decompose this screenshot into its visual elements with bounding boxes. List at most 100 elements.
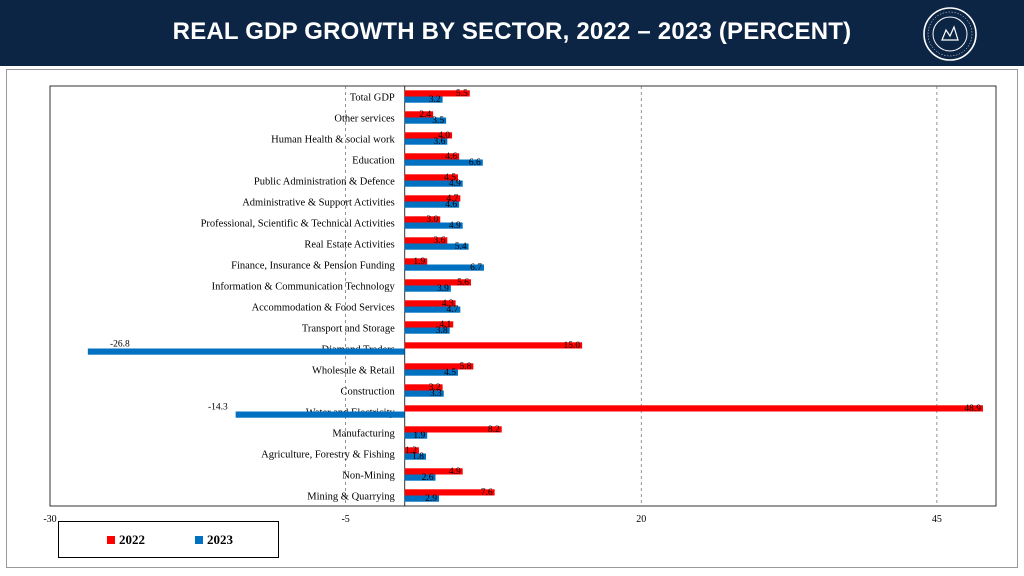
category-label: Agriculture, Forestry & Fishing <box>261 450 395 461</box>
data-label-2022: 3.6 <box>433 236 445 246</box>
bar-2023 <box>404 138 448 145</box>
bar-2022 <box>404 321 454 328</box>
legend-item-2023: 2023 <box>195 532 233 548</box>
data-label-2022: 8.2 <box>488 425 500 435</box>
plot-area <box>49 85 997 507</box>
data-label-2023: 3.3 <box>430 389 442 399</box>
category-label: Wholesale & Retail <box>312 366 395 377</box>
slide-title: REAL GDP GROWTH BY SECTOR, 2022 – 2023 (… <box>172 18 852 45</box>
x-tick-label: -30 <box>43 514 56 525</box>
category-label: Human Health & social work <box>271 135 395 146</box>
data-label-2022: 4.9 <box>449 467 461 477</box>
chart-frame <box>6 69 1018 568</box>
category-label: Construction <box>341 387 396 398</box>
data-label-2023: 4.9 <box>449 221 461 231</box>
data-label-2022: 2.4 <box>419 110 431 120</box>
data-label-2022: 4.6 <box>445 152 457 162</box>
data-label-2022: 15.0 <box>564 341 581 351</box>
category-label: Total GDP <box>350 93 395 104</box>
data-label-2023: 1.8 <box>412 452 424 462</box>
slide-header: REAL GDP GROWTH BY SECTOR, 2022 – 2023 (… <box>0 0 1024 66</box>
legend-label-2022: 2022 <box>119 532 145 547</box>
bar-2022 <box>404 132 453 139</box>
category-label: Public Administration & Defence <box>254 177 395 188</box>
bar-2022 <box>404 426 502 433</box>
bar-2023 <box>404 285 451 292</box>
bar-2023 <box>404 495 440 502</box>
data-label-2023: 6.6 <box>469 158 481 168</box>
bar-2022 <box>404 237 448 244</box>
data-label-2022: 7.6 <box>481 488 493 498</box>
category-label: Manufacturing <box>332 429 395 440</box>
data-label-2022: 4.0 <box>438 131 450 141</box>
bank-of-botswana-logo <box>923 7 977 61</box>
bar-2022 <box>404 447 419 454</box>
bar-2023 <box>404 201 460 208</box>
data-label-2022: 5.6 <box>457 278 469 288</box>
data-label-2023: 3.5 <box>432 116 444 126</box>
category-label: Information & Communication Technology <box>212 282 396 293</box>
bar-2022 <box>404 342 583 349</box>
data-label-2023: 2.9 <box>425 494 437 504</box>
bar-2022 <box>404 489 495 496</box>
bar-2023 <box>404 159 483 166</box>
data-label-2023: 5.4 <box>455 242 467 252</box>
bar-2022 <box>404 279 471 286</box>
data-label-2022: 1.9 <box>413 257 425 267</box>
bar-2023 <box>404 243 469 250</box>
data-label-2023: 3.2 <box>429 95 441 105</box>
data-label-2022: 1.2 <box>405 446 417 456</box>
bar-2023 <box>404 264 484 271</box>
category-label: Administrative & Support Activities <box>242 198 395 209</box>
x-tick-label: 45 <box>932 514 942 525</box>
x-tick-label: -5 <box>341 514 349 525</box>
bar-2022 <box>404 90 470 97</box>
data-label-2023: 4.7 <box>446 305 458 315</box>
bar-2023 <box>404 327 450 334</box>
data-label-2022: 4.5 <box>444 173 456 183</box>
bar-2023 <box>404 369 458 376</box>
legend-item-2022: 2022 <box>107 532 145 548</box>
bar-2022 <box>404 216 441 223</box>
category-label: Real Estate Activities <box>304 240 394 251</box>
data-label-2023: 4.9 <box>449 179 461 189</box>
bar-2023 <box>87 348 405 355</box>
data-label-2023: -14.3 <box>208 403 228 413</box>
data-label-2022: 48.9 <box>964 404 981 414</box>
bar-2023 <box>404 306 461 313</box>
bar-2022 <box>404 405 983 412</box>
category-label: Transport and Storage <box>302 324 395 335</box>
bar-2022 <box>404 468 463 475</box>
bar-2022 <box>404 195 461 202</box>
data-label-2023: 4.5 <box>444 368 456 378</box>
legend-swatch-2022 <box>107 536 115 544</box>
bar-2023 <box>235 411 405 418</box>
data-label-2023: 6.7 <box>470 263 482 273</box>
bar-2022 <box>404 258 428 265</box>
data-label-2023: 3.6 <box>433 137 445 147</box>
data-label-2022: 5.5 <box>456 89 468 99</box>
bar-2022 <box>404 111 434 118</box>
data-label-2023: 3.8 <box>436 326 448 336</box>
bar-2023 <box>404 390 444 397</box>
data-label-2022: 4.3 <box>442 299 454 309</box>
category-label: Accommodation & Food Services <box>252 303 395 314</box>
bar-2022 <box>404 153 460 160</box>
data-label-2022: 4.1 <box>439 320 451 330</box>
data-label-2023: 4.6 <box>445 200 457 210</box>
category-label: Education <box>352 156 395 167</box>
data-label-2023: -26.8 <box>110 340 130 350</box>
data-label-2023: 1.9 <box>413 431 425 441</box>
bar-2023 <box>404 432 428 439</box>
category-label: Other services <box>334 114 394 125</box>
bar-2023 <box>404 117 447 124</box>
category-label: Non-Mining <box>342 471 395 482</box>
bar-2023 <box>404 222 463 229</box>
x-tick-label: 20 <box>636 514 646 525</box>
data-label-2022: 5.8 <box>459 362 471 372</box>
data-label-2023: 3.9 <box>437 284 449 294</box>
category-label: Professional, Scientific & Technical Act… <box>201 219 395 230</box>
legend: 2022 2023 <box>58 521 279 558</box>
bar-2023 <box>404 453 427 460</box>
